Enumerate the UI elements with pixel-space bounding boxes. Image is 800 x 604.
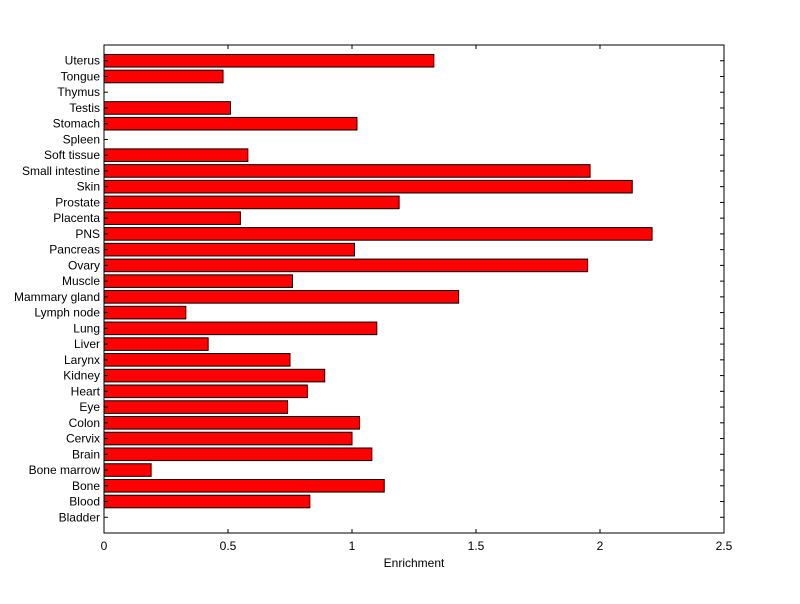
y-tick-label: Uterus — [65, 54, 100, 68]
bar — [103, 447, 373, 462]
bar — [103, 164, 591, 178]
x-tick-label: 2 — [597, 539, 604, 553]
bar — [103, 305, 187, 320]
y-tick-label: Lymph node — [34, 306, 100, 320]
y-tick-label: PNS — [75, 227, 100, 241]
bar — [103, 116, 358, 131]
bar — [103, 227, 653, 241]
bar — [103, 274, 293, 288]
x-axis-label: Enrichment — [384, 556, 445, 570]
y-tick-label: Soft tissue — [44, 148, 100, 162]
y-tick-label: Bone — [72, 479, 100, 493]
bar — [103, 53, 435, 68]
bar — [103, 431, 353, 446]
y-tick-label: Kidney — [63, 369, 100, 383]
y-tick-label: Colon — [69, 416, 100, 430]
bar — [103, 148, 249, 162]
bar — [103, 211, 241, 225]
y-tick-label: Small intestine — [22, 164, 100, 178]
bar — [103, 258, 589, 273]
bar — [103, 368, 326, 383]
y-tick-label: Testis — [69, 101, 100, 115]
y-tick-label: Muscle — [62, 274, 100, 288]
x-tick-label: 0 — [101, 539, 108, 553]
bar — [103, 384, 308, 399]
bar — [103, 463, 152, 477]
y-tick-label: Placenta — [53, 211, 100, 225]
bar — [103, 353, 291, 367]
bar — [103, 195, 400, 210]
bar — [103, 494, 311, 509]
y-tick-label: Prostate — [55, 195, 100, 209]
y-tick-label: Cervix — [66, 432, 100, 446]
y-tick-label: Brain — [72, 447, 100, 461]
y-tick-label: Spleen — [63, 132, 100, 146]
y-tick-label: Larynx — [64, 353, 100, 367]
y-tick-label: Stomach — [53, 117, 100, 131]
y-tick-label: Lung — [73, 321, 100, 335]
y-tick-label: Ovary — [68, 258, 100, 272]
y-tick-label: Thymus — [57, 85, 100, 99]
y-tick-label: Mammary gland — [14, 290, 100, 304]
y-tick-label: Blood — [69, 495, 100, 509]
bar — [103, 69, 224, 84]
y-tick-label: Bone marrow — [29, 463, 101, 477]
bar — [103, 337, 209, 351]
bar — [103, 478, 385, 493]
y-tick-label: Pancreas — [49, 243, 100, 257]
y-tick-label: Heart — [71, 384, 101, 398]
y-tick-label: Eye — [79, 400, 100, 414]
bar — [103, 179, 633, 194]
bars-group — [103, 53, 653, 509]
x-tick-label: 2.5 — [716, 539, 733, 553]
bar — [103, 416, 360, 430]
bar — [103, 400, 289, 414]
y-tick-label: Bladder — [59, 510, 100, 524]
x-tick-label: 0.5 — [220, 539, 237, 553]
bar — [103, 101, 231, 115]
bar — [103, 290, 460, 304]
x-tick-label: 1 — [349, 539, 356, 553]
bar — [103, 321, 378, 336]
y-tick-label: Liver — [74, 337, 100, 351]
bar — [103, 242, 355, 257]
x-tick-label: 1.5 — [468, 539, 485, 553]
y-tick-label: Tongue — [61, 69, 101, 83]
x-axis-ticks: 0 0.5 1 1.5 2 2.5 — [101, 45, 733, 553]
y-tick-label: Skin — [77, 180, 100, 194]
